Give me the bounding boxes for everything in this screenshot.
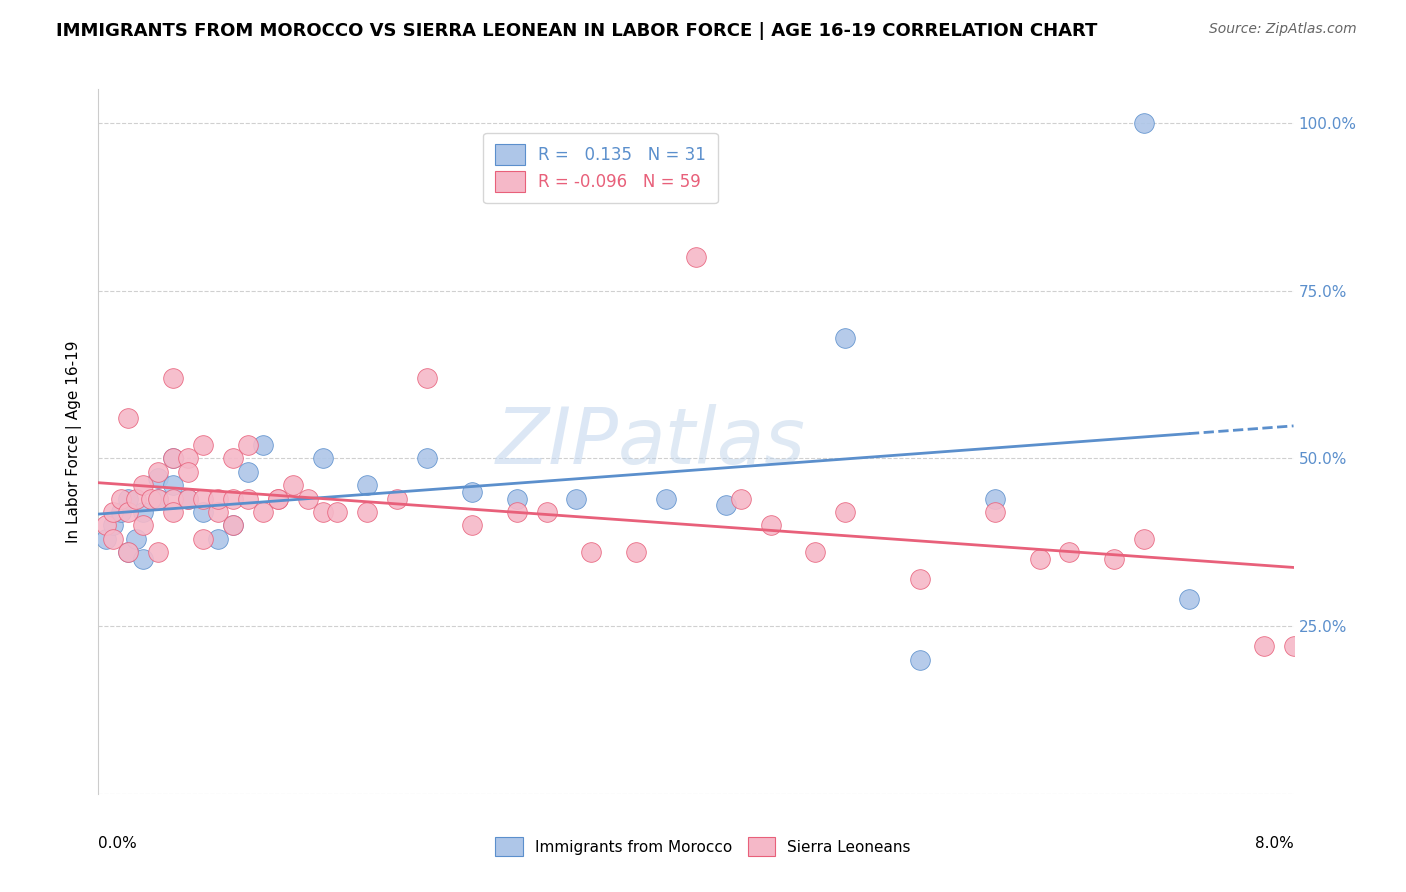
Point: [148, 545, 170, 559]
Point: [191, 438, 214, 452]
Point: [834, 505, 856, 519]
Point: [177, 491, 200, 506]
Text: Source: ZipAtlas.com: Source: ZipAtlas.com: [1209, 22, 1357, 37]
Point: [125, 491, 148, 506]
Point: [117, 491, 139, 506]
Point: [506, 491, 529, 506]
Point: [148, 471, 170, 485]
Point: [311, 505, 333, 519]
Point: [1133, 532, 1156, 546]
Point: [207, 491, 229, 506]
Point: [311, 451, 333, 466]
Point: [222, 451, 245, 466]
Point: [222, 518, 245, 533]
Point: [685, 250, 707, 264]
Point: [191, 491, 214, 506]
Point: [1133, 116, 1156, 130]
Point: [581, 545, 603, 559]
Point: [110, 505, 132, 519]
Point: [461, 484, 484, 499]
Point: [132, 552, 155, 566]
Point: [1028, 552, 1050, 566]
Point: [162, 451, 184, 466]
Point: [626, 545, 648, 559]
Point: [461, 518, 484, 533]
Point: [252, 505, 274, 519]
Point: [536, 505, 558, 519]
Point: [252, 438, 274, 452]
Point: [162, 478, 184, 492]
Point: [125, 532, 148, 546]
Point: [297, 491, 319, 506]
Point: [110, 491, 132, 506]
Text: ZIP: ZIP: [495, 403, 619, 480]
Point: [222, 491, 245, 506]
Point: [177, 465, 200, 479]
Point: [103, 505, 125, 519]
Point: [132, 505, 155, 519]
Point: [565, 491, 588, 506]
Point: [730, 491, 752, 506]
Point: [326, 505, 349, 519]
Point: [804, 545, 827, 559]
Point: [222, 518, 245, 533]
Point: [236, 491, 259, 506]
Point: [191, 532, 214, 546]
Point: [177, 451, 200, 466]
Point: [177, 491, 200, 506]
Point: [1178, 592, 1201, 607]
Point: [1104, 552, 1126, 566]
Point: [1282, 639, 1305, 653]
Point: [385, 491, 409, 506]
Text: IMMIGRANTS FROM MOROCCO VS SIERRA LEONEAN IN LABOR FORCE | AGE 16-19 CORRELATION: IMMIGRANTS FROM MOROCCO VS SIERRA LEONEA…: [56, 22, 1098, 40]
Point: [714, 498, 737, 512]
Text: 8.0%: 8.0%: [1254, 836, 1294, 851]
Point: [191, 505, 214, 519]
Point: [267, 491, 290, 506]
Point: [267, 491, 290, 506]
Point: [94, 532, 117, 546]
Point: [416, 371, 439, 385]
Point: [148, 491, 170, 506]
Point: [984, 505, 1007, 519]
Point: [103, 518, 125, 533]
Point: [117, 545, 139, 559]
Point: [117, 545, 139, 559]
Point: [207, 505, 229, 519]
Legend: Immigrants from Morocco, Sierra Leoneans: Immigrants from Morocco, Sierra Leoneans: [489, 831, 917, 862]
Point: [162, 451, 184, 466]
Text: atlas: atlas: [619, 403, 806, 480]
Point: [834, 330, 856, 344]
Point: [162, 505, 184, 519]
Point: [356, 478, 378, 492]
Point: [759, 518, 782, 533]
Y-axis label: In Labor Force | Age 16-19: In Labor Force | Age 16-19: [66, 340, 82, 543]
Point: [103, 532, 125, 546]
Point: [506, 505, 529, 519]
Point: [207, 532, 229, 546]
Point: [655, 491, 678, 506]
Point: [139, 491, 162, 506]
Point: [117, 505, 139, 519]
Legend: R =   0.135   N = 31, R = -0.096   N = 59: R = 0.135 N = 31, R = -0.096 N = 59: [484, 133, 717, 203]
Point: [162, 491, 184, 506]
Point: [356, 505, 378, 519]
Point: [281, 478, 304, 492]
Point: [908, 572, 931, 586]
Point: [132, 478, 155, 492]
Point: [908, 653, 931, 667]
Point: [132, 518, 155, 533]
Point: [416, 451, 439, 466]
Point: [236, 438, 259, 452]
Point: [1059, 545, 1081, 559]
Point: [117, 411, 139, 425]
Text: 0.0%: 0.0%: [98, 836, 138, 851]
Point: [984, 491, 1007, 506]
Point: [148, 491, 170, 506]
Point: [148, 465, 170, 479]
Point: [162, 371, 184, 385]
Point: [236, 465, 259, 479]
Point: [94, 518, 117, 533]
Point: [1253, 639, 1275, 653]
